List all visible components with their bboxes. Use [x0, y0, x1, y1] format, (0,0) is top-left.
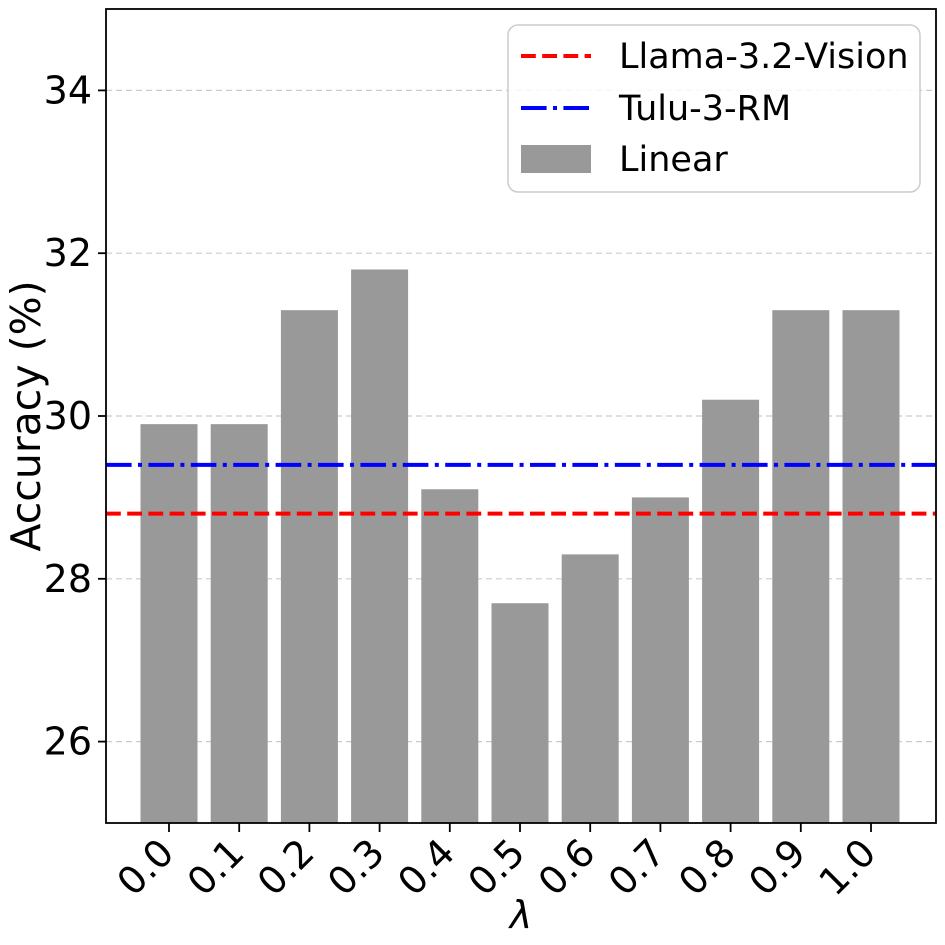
legend-box	[507, 24, 921, 193]
y-tick-label-34: 34	[44, 68, 92, 112]
x-tick-label-0.4: 0.4	[389, 830, 463, 904]
bar-0.6	[561, 554, 619, 823]
y-axis-ticks: 26 28 30 32 34	[44, 68, 106, 764]
legend-label-tulu-3-rm: Tulu-3-RM	[618, 89, 791, 129]
x-axis-label: λ	[508, 893, 533, 937]
reference-lines	[106, 462, 936, 516]
bar-1.0	[842, 310, 900, 823]
x-tick-label-0.2: 0.2	[249, 830, 323, 904]
bar-0.5	[491, 603, 549, 823]
legend-label-llama-3.2-vision: Llama-3.2-Vision	[619, 37, 909, 77]
x-tick-label-0.3: 0.3	[319, 830, 393, 904]
x-tick-label-0.0: 0.0	[109, 830, 183, 904]
bar-0.4	[421, 489, 479, 823]
x-tick-label-0.7: 0.7	[600, 830, 674, 904]
bar-0.7	[631, 497, 689, 823]
legend-label-linear: Linear	[619, 140, 728, 180]
bar-0.3	[351, 269, 409, 824]
y-tick-label-26: 26	[44, 720, 92, 764]
bar-series-linear	[140, 269, 900, 824]
x-tick-label-1.0: 1.0	[811, 830, 885, 904]
bar-0.1	[210, 424, 268, 823]
y-tick-label-30: 30	[44, 394, 92, 438]
x-tick-label-0.8: 0.8	[670, 830, 744, 904]
bar-0.8	[702, 399, 760, 823]
legend-swatch-linear	[521, 145, 591, 173]
bar-0.9	[772, 310, 830, 823]
y-axis-label: Accuracy (%)	[2, 280, 50, 551]
x-tick-label-0.1: 0.1	[179, 830, 253, 904]
x-axis-ticks: 0.00.10.20.30.40.50.60.70.80.91.0	[109, 823, 885, 904]
y-tick-label-32: 32	[44, 231, 92, 275]
bar-0.0	[140, 424, 198, 823]
x-tick-label-0.6: 0.6	[530, 830, 604, 904]
legend: Llama-3.2-Vision Tulu-3-RM Linear	[507, 24, 921, 193]
bar-0.2	[280, 310, 338, 823]
y-tick-label-28: 28	[44, 557, 92, 601]
x-tick-label-0.9: 0.9	[740, 830, 814, 904]
